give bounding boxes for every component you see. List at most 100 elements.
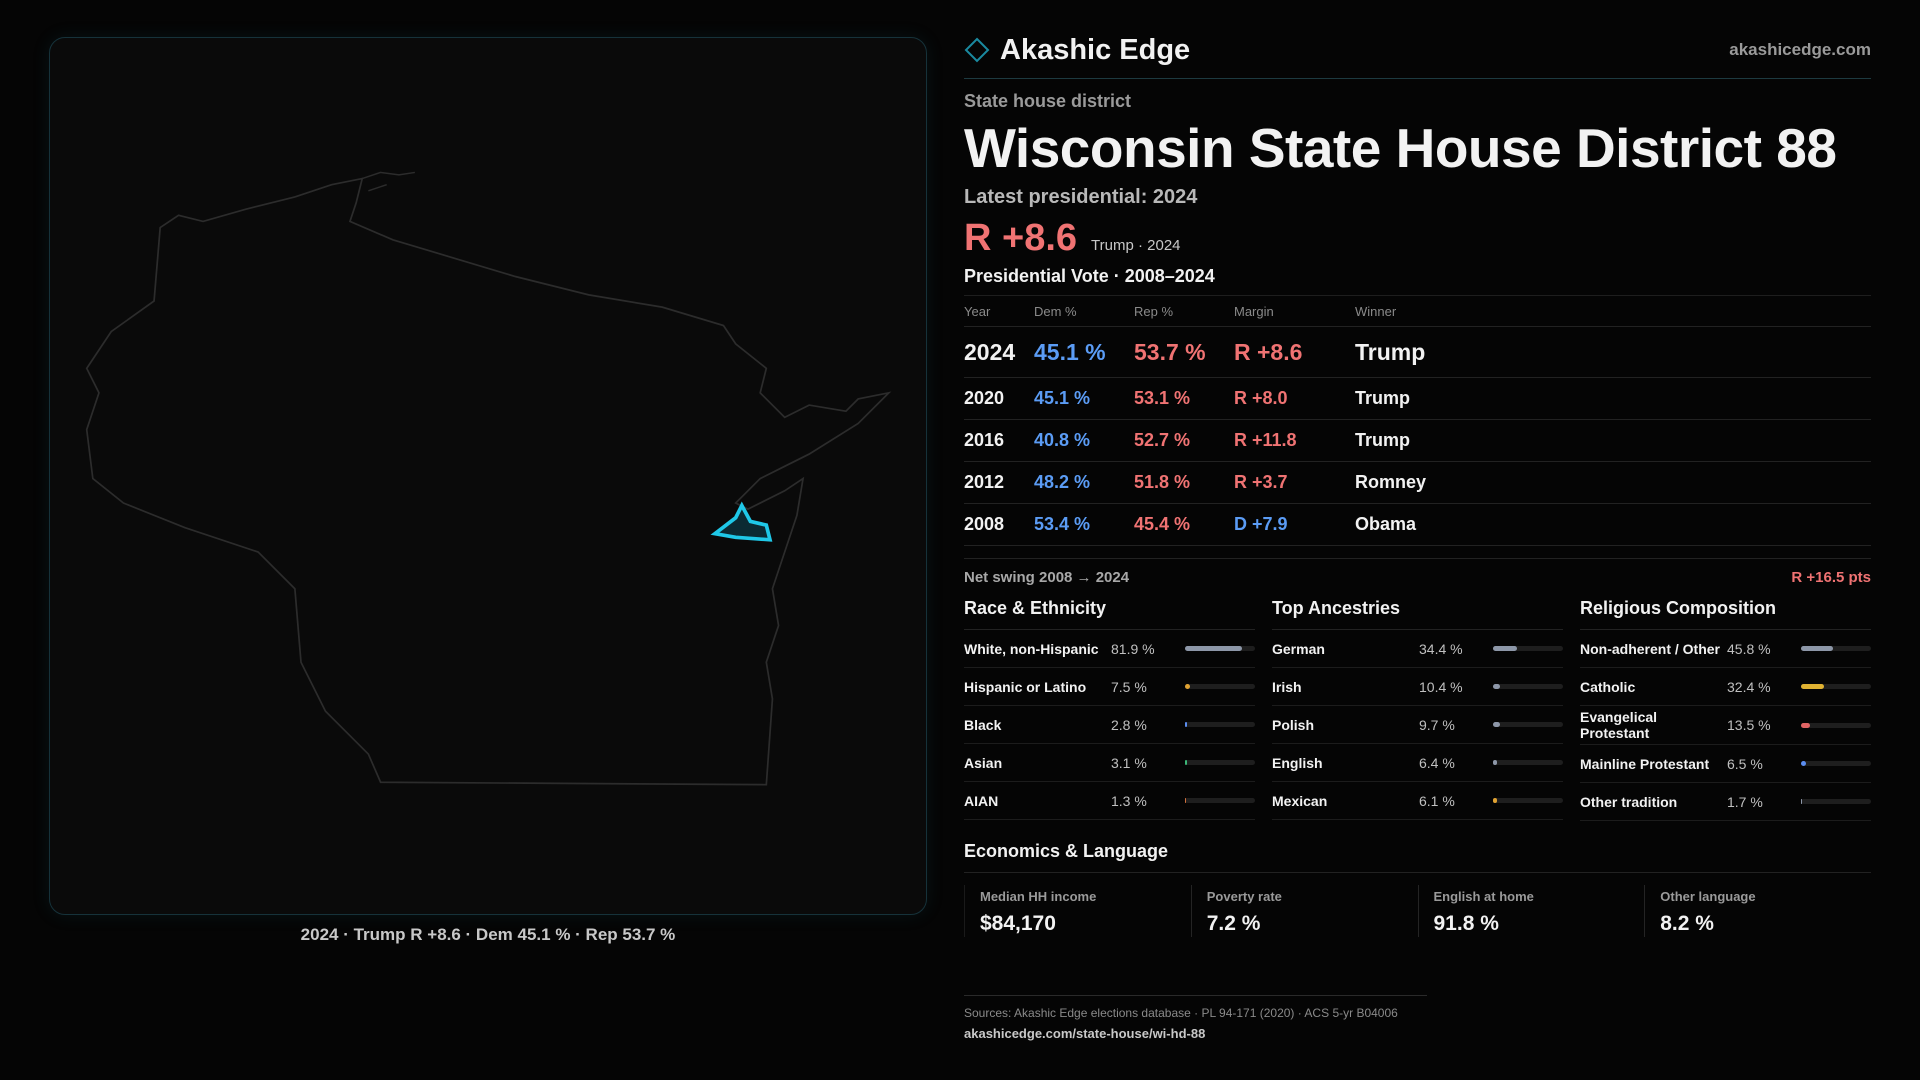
year: 2008 (964, 503, 1034, 546)
panel-row: AIAN 1.3 % (964, 782, 1255, 820)
margin: R +8.0 (1234, 377, 1355, 420)
brand-name: Akashic Edge (1000, 33, 1191, 66)
row-label: Hispanic or Latino (964, 678, 1087, 695)
row-value: 7.5 % (1111, 678, 1147, 695)
item-value: 7.2 % (1206, 912, 1261, 935)
winner: Romney (1355, 461, 1871, 504)
item-value: 91.8 % (1433, 912, 1499, 935)
panel-row: Hispanic or Latino 7.5 % (964, 668, 1255, 706)
row-label: German (1272, 640, 1325, 657)
bar-track (1493, 646, 1563, 651)
panel-row: White, non-Hispanic 81.9 % (964, 630, 1255, 668)
islands (361, 171, 415, 192)
panel-row: English 6.4 % (1272, 744, 1563, 782)
margin-note: Trump · 2024 (1091, 237, 1181, 254)
row-value: 6.4 % (1419, 754, 1455, 771)
share-bar (1801, 761, 1806, 766)
demographic-panel: Religious Composition Non-adherent / Othe… (1580, 598, 1871, 821)
item-value: 8.2 % (1660, 912, 1714, 935)
share-bar (1493, 684, 1501, 689)
site[interactable]: akashicedge.com (1729, 40, 1871, 59)
share-bar (1185, 798, 1186, 803)
info-column: Akashic Edge akashicedge.com State house… (964, 30, 1871, 937)
demographic-panels: Race & Ethnicity White, non-Hispanic 81.9 … (964, 598, 1871, 821)
row-value: 1.3 % (1111, 792, 1147, 809)
row-value: 2.8 % (1111, 716, 1147, 733)
votes-header-row: Year Dem % Rep % Margin Winner (964, 296, 1871, 327)
row-value: 32.4 % (1727, 678, 1771, 695)
vote-row: 2024 45.1 % 53.7 % R +8.6 Trump (964, 326, 1871, 378)
bar-track (1185, 798, 1255, 803)
share-bar (1185, 760, 1188, 765)
panel-row: Polish 9.7 % (1272, 706, 1563, 744)
dem-share: 48.2 % (1034, 461, 1134, 504)
margin: D +7.9 (1234, 503, 1355, 546)
swing-row: Net swing 2008 → 2024 R +16.5 pts (964, 558, 1871, 586)
demographic-panel: Top Ancestries German 34.4 % Irish 10.4 % Pol… (1272, 598, 1563, 821)
panel-row: Black 2.8 % (964, 706, 1255, 744)
demographic-panel: Race & Ethnicity White, non-Hispanic 81.9 … (964, 598, 1255, 821)
votes-table: Year Dem % Rep % Margin Winner 2024 45.1 % 53.7… (964, 296, 1871, 546)
share-bar (1185, 684, 1191, 689)
year: 2020 (964, 377, 1034, 420)
economics-item: Median HH income $84,170 (964, 885, 1191, 937)
row-value: 10.4 % (1419, 678, 1463, 695)
dem-share: 53.4 % (1034, 503, 1134, 546)
map-outline-group (85, 171, 892, 786)
row-value: 1.7 % (1727, 793, 1763, 810)
row-value: 9.7 % (1419, 716, 1455, 733)
item-label: Median HH income (980, 889, 1097, 904)
brand: Akashic Edge (964, 34, 1190, 67)
state-outline (85, 177, 892, 786)
panel-row: Mainline Protestant 6.5 % (1580, 745, 1871, 783)
panel-row: German 34.4 % (1272, 630, 1563, 668)
header: Akashic Edge akashicedge.com (964, 30, 1871, 79)
panel-title: Race & Ethnicity (964, 598, 1255, 630)
row-label: Asian (964, 754, 1003, 771)
district-kind: State house district (964, 91, 1132, 111)
share-bar (1801, 722, 1811, 728)
vote-row: 2020 45.1 % 53.1 % R +8.0 Trump (964, 377, 1871, 420)
vote-row: 2012 48.2 % 51.8 % R +3.7 Romney (964, 461, 1871, 504)
district-title: Wisconsin State House District 88 (964, 117, 1837, 179)
dem-share: 45.1 % (1034, 326, 1134, 378)
map (85, 171, 892, 786)
panel-title: Top Ancestries (1272, 598, 1563, 630)
footer: Sources: Akashic Edge elections database… (964, 995, 1427, 1041)
bar-track (1185, 760, 1255, 765)
row-label: Black (964, 716, 1002, 733)
winner: Trump (1355, 419, 1871, 462)
column-header: Dem % (1034, 296, 1134, 327)
bar-track (1493, 722, 1563, 727)
bar-track (1493, 684, 1563, 689)
row-label: Mainline Protestant (1580, 755, 1710, 772)
sources: Sources: Akashic Edge elections database… (964, 1006, 1398, 1020)
panel-row: Asian 3.1 % (964, 744, 1255, 782)
swing-value: R +16.5 pts (1791, 569, 1871, 586)
row-value: 3.1 % (1111, 754, 1147, 771)
map-caption: 2024 · Trump R +8.6 · Dem 45.1 % · Rep 5… (300, 925, 676, 944)
share-bar (1801, 684, 1824, 689)
page-url[interactable]: akashicedge.com/state-house/wi-hd-88 (964, 1026, 1206, 1041)
rep-share: 51.8 % (1134, 461, 1234, 504)
column-header: Year (964, 296, 1034, 327)
panel-row: Other tradition 1.7 % (1580, 783, 1871, 821)
bar-track (1493, 798, 1563, 803)
item-label: Poverty rate (1206, 889, 1282, 904)
economics-grid: Median HH income $84,170 Poverty rate 7.2 %… (964, 885, 1871, 937)
panel-row: Mexican 6.1 % (1272, 782, 1563, 820)
row-label: English (1272, 754, 1323, 771)
row-label: AIAN (964, 792, 999, 809)
vote-row: 2008 53.4 % 45.4 % D +7.9 Obama (964, 503, 1871, 546)
bar-track (1493, 760, 1563, 765)
row-value: 6.1 % (1419, 792, 1455, 809)
column-header: Margin (1234, 296, 1355, 327)
bar-track (1185, 722, 1255, 727)
rep-share: 53.1 % (1134, 377, 1234, 420)
item-label: Other language (1660, 889, 1756, 904)
bar-track (1185, 684, 1255, 689)
share-bar (1185, 722, 1187, 727)
swing-label: Net swing 2008 → 2024 (964, 569, 1130, 586)
